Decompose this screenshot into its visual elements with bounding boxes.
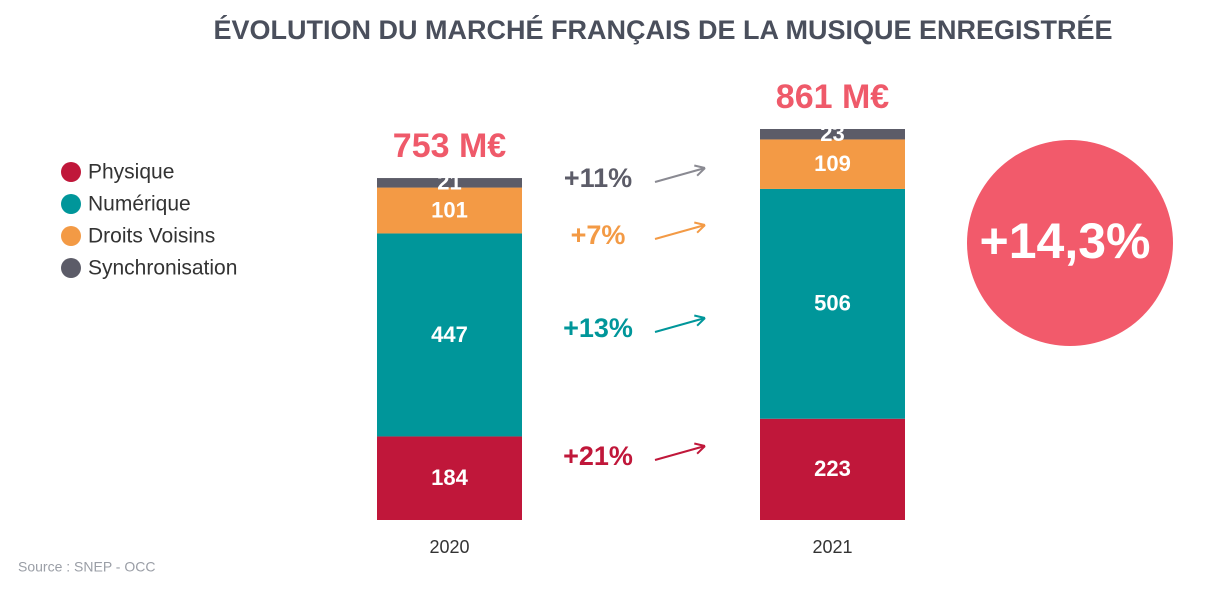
- legend-marker: [61, 194, 81, 214]
- arrow: [654, 317, 706, 333]
- segment-label: 101: [431, 197, 468, 222]
- bar-segment: [760, 188, 905, 419]
- arrow-head: [694, 221, 706, 226]
- segment-label: 447: [431, 322, 468, 347]
- total-label: 753 M€: [393, 127, 506, 165]
- segment-label: 109: [814, 151, 851, 176]
- arrow-head: [694, 164, 706, 169]
- arrow: [654, 167, 706, 183]
- segment-label: 223: [814, 456, 851, 481]
- arrow-head: [696, 167, 706, 177]
- bar-segment: [377, 178, 522, 188]
- legend-label: Physique: [88, 161, 174, 184]
- bar-segment: [377, 233, 522, 437]
- growth-label: +11%: [564, 163, 632, 193]
- segment-label: 21: [437, 170, 461, 195]
- legend-marker: [61, 162, 81, 182]
- arrow: [654, 224, 706, 240]
- x-tick-label: 2020: [429, 537, 469, 557]
- chart-title: ÉVOLUTION DU MARCHÉ FRANÇAIS DE LA MUSIQ…: [213, 14, 1112, 45]
- segment-label: 184: [431, 465, 468, 490]
- bar-segment: [760, 129, 905, 140]
- arrow-head: [694, 442, 706, 447]
- legend-marker: [61, 258, 81, 278]
- arrow-head: [694, 314, 706, 319]
- bar-segment: [377, 187, 522, 234]
- bar-segment: [760, 418, 905, 520]
- total-label: 861 M€: [776, 78, 889, 116]
- bar-segment: [760, 139, 905, 189]
- segment-label: 506: [814, 291, 851, 316]
- growth-label: +21%: [563, 441, 633, 471]
- bar-segment: [377, 436, 522, 520]
- growth-badge: [967, 140, 1173, 346]
- legend-label: Numérique: [88, 193, 191, 216]
- arrow-head: [696, 224, 706, 234]
- legend-marker: [61, 226, 81, 246]
- x-tick-label: 2021: [812, 537, 852, 557]
- arrow: [654, 445, 706, 461]
- arrow-head: [696, 445, 706, 455]
- total-growth-label: +14,3%: [980, 213, 1151, 269]
- legend-label: Droits Voisins: [88, 225, 215, 248]
- arrow-head: [696, 317, 706, 327]
- growth-label: +7%: [571, 220, 626, 250]
- legend-label: Synchronisation: [88, 257, 237, 280]
- segment-label: 23: [820, 121, 844, 146]
- source: Source : SNEP - OCC: [18, 559, 155, 575]
- growth-label: +13%: [563, 313, 633, 343]
